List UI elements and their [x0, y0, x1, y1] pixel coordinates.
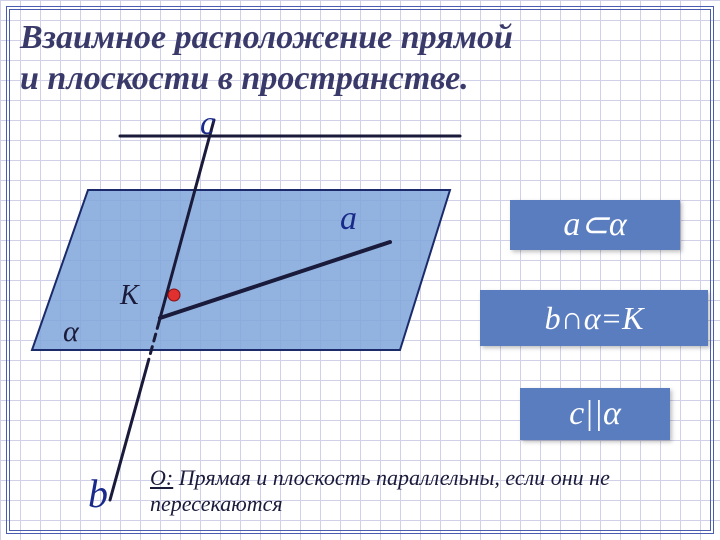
label-a: a [340, 200, 357, 238]
title-line-1: Взаимное расположение прямой [20, 18, 513, 59]
label-b: b [88, 470, 108, 517]
label-c: c [200, 105, 215, 143]
definition-prefix: О: [150, 465, 173, 490]
label-k: К [120, 280, 139, 312]
definition-body: Прямая и плоскость параллельны, если они… [150, 465, 610, 516]
title-line-2: и плоскости в пространстве. [20, 59, 513, 100]
formula-a-subset-alpha: a ⊂ α [510, 200, 680, 250]
formula-c-parallel-alpha: c || α [520, 388, 670, 440]
label-alpha: α [63, 315, 79, 349]
formula-b-intersect-alpha: b ∩ α = K [480, 290, 708, 346]
page-title: Взаимное расположение прямой и плоскости… [20, 18, 513, 100]
definition-text: О: Прямая и плоскость параллельны, если … [150, 465, 670, 517]
